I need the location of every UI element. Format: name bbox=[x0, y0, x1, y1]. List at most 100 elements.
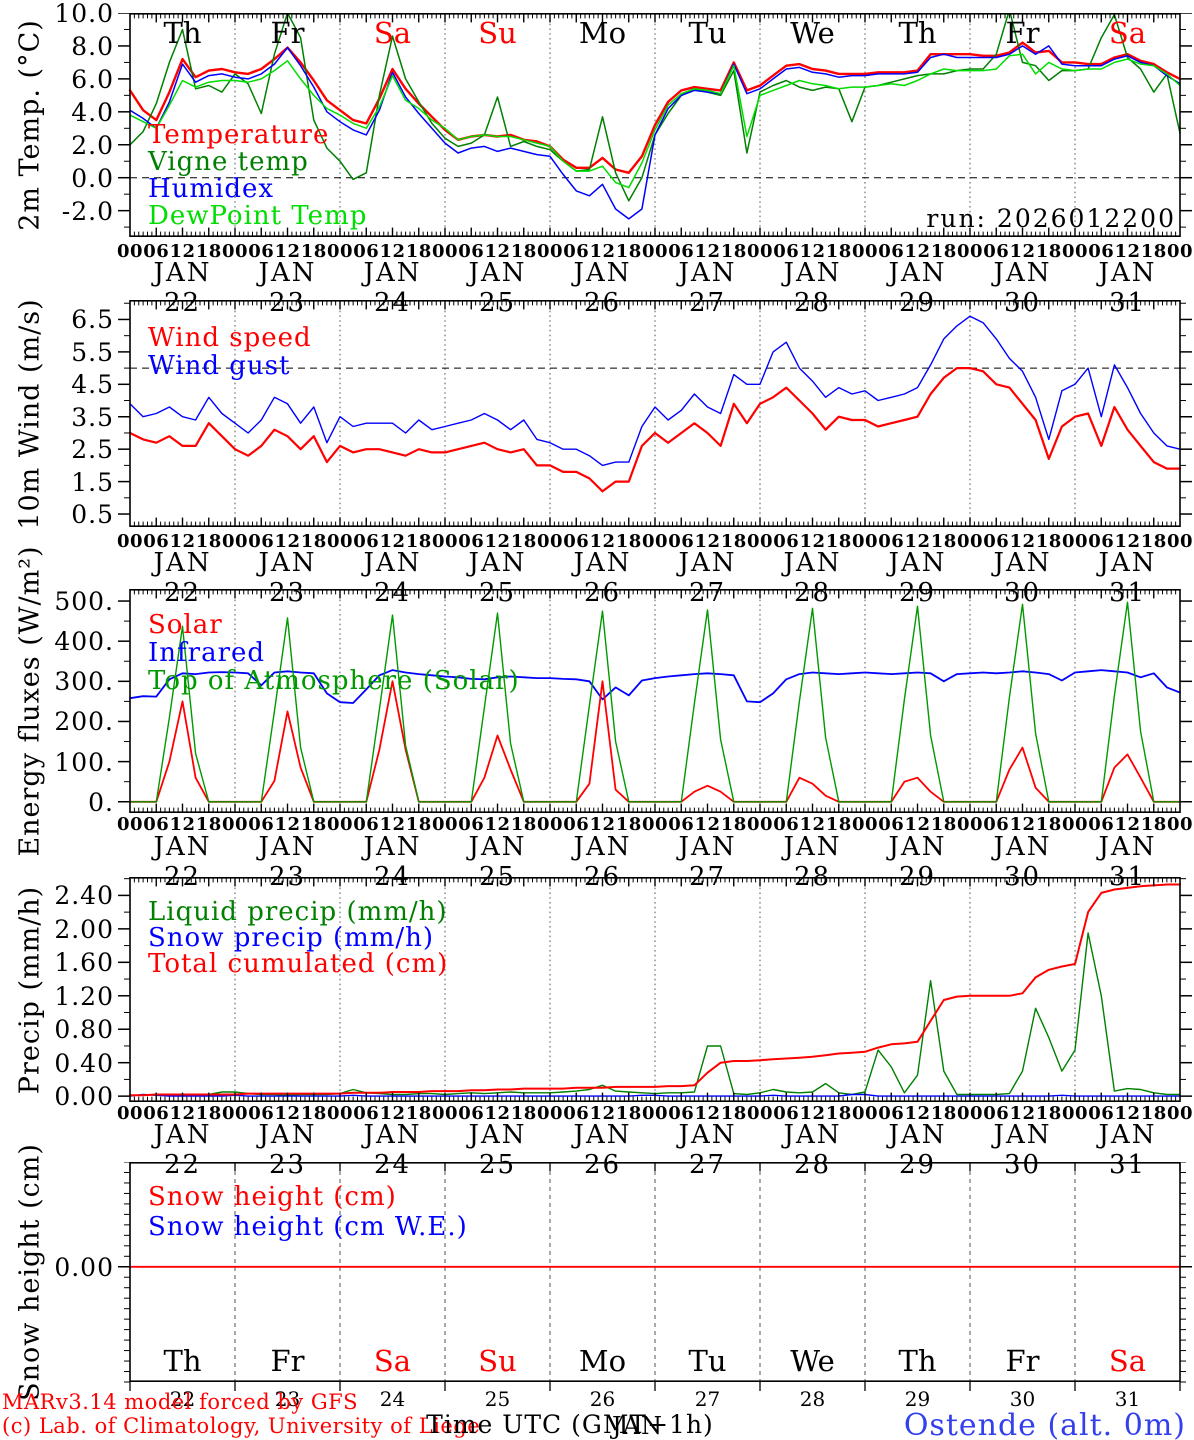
day-name-row-top: Th Fr Sa Su Mo Tu We Th Fr Sa bbox=[0, 16, 1194, 50]
hour-label: 06 bbox=[143, 1103, 170, 1124]
y-tick-label: 2.00 bbox=[54, 914, 114, 944]
hour-label: 12 bbox=[799, 1103, 826, 1124]
day-date-label: JAN 23 bbox=[258, 548, 317, 608]
day-date-label: JAN 28 bbox=[783, 832, 842, 892]
hour-label: 12 bbox=[274, 241, 301, 262]
hour-label: 06 bbox=[458, 531, 485, 552]
day-date-label: JAN 28 bbox=[783, 548, 842, 608]
hour-label: 18 bbox=[615, 1103, 642, 1124]
hour-label: 18 bbox=[1035, 531, 1062, 552]
hour-labels-row: 00 06 12 18 00 06 12 18 00 06 12 18 00 06 12 18 00 06 12 18… bbox=[0, 241, 1194, 263]
day-date-label: JAN 26 bbox=[573, 258, 632, 318]
hour-label: 06 bbox=[878, 531, 905, 552]
hour-label: 06 bbox=[248, 814, 275, 835]
y-tick-label: 4.0 bbox=[71, 97, 114, 127]
hour-label: 00 bbox=[851, 1103, 879, 1124]
hour-label: 12 bbox=[274, 814, 301, 835]
y-tick-label: 2.40 bbox=[54, 881, 114, 911]
hour-label: 12 bbox=[694, 241, 721, 262]
series-infrared bbox=[129, 669, 1181, 704]
legend-item-snow-height-cm-w-e: Snow height (cm W.E.) bbox=[148, 1212, 468, 1242]
hour-label: 12 bbox=[169, 531, 196, 552]
hour-label: 18 bbox=[720, 241, 747, 262]
day-date-label: JAN 31 bbox=[1098, 832, 1157, 892]
hour-label: 06 bbox=[353, 241, 380, 262]
legend-energy-fluxes: Solar Infrared Top of Atmosphere (Solar) bbox=[148, 611, 520, 695]
day-date-label: JAN 22 bbox=[153, 258, 212, 318]
hour-label: 12 bbox=[169, 1103, 196, 1124]
hour-label: 18 bbox=[825, 531, 852, 552]
y-tick-label: 0.40 bbox=[54, 1048, 114, 1078]
hour-label: 00 bbox=[746, 1103, 774, 1124]
y-tick-label: 0.00 bbox=[54, 1252, 114, 1282]
hour-label: 00 bbox=[536, 1103, 564, 1124]
date-label: 31 bbox=[1114, 1387, 1141, 1411]
day-date-label: JAN 24 bbox=[363, 548, 422, 608]
hour-label: 06 bbox=[248, 241, 275, 262]
hour-label: 00 bbox=[326, 241, 354, 262]
wind-panel-plot bbox=[118, 300, 1192, 527]
day-name-label: Sa bbox=[1108, 1344, 1147, 1378]
hour-label: 12 bbox=[379, 241, 406, 262]
legend-item-snow-height-cm: Snow height (cm) bbox=[148, 1182, 397, 1212]
date-labels-row: JAN 22 JAN 23 JAN 24 JAN 25 JAN 26 JAN 27 JAN … bbox=[0, 832, 1194, 892]
hour-label: 00 bbox=[746, 814, 774, 835]
hour-label: 00 bbox=[1166, 1103, 1194, 1124]
hour-label: 18 bbox=[195, 531, 222, 552]
hour-label: 12 bbox=[1009, 241, 1036, 262]
hour-label: 18 bbox=[1035, 241, 1062, 262]
date-label: 28 bbox=[799, 1387, 826, 1411]
legend-item-temperature: Temperature bbox=[148, 120, 330, 150]
legend-wind: Wind speed Wind gust bbox=[148, 324, 312, 380]
hour-label: 06 bbox=[983, 814, 1010, 835]
hour-label: 06 bbox=[668, 814, 695, 835]
hour-label: 12 bbox=[799, 814, 826, 835]
hour-label: 06 bbox=[248, 531, 275, 552]
hour-label: 18 bbox=[300, 1103, 327, 1124]
date-label: 24 bbox=[379, 1387, 406, 1411]
y-tick-label: 0.00 bbox=[54, 1082, 114, 1112]
series-total-cumulated-cm bbox=[129, 883, 1181, 1097]
hour-label: 06 bbox=[143, 814, 170, 835]
model-credit: MARv3.14 model forced by GFS bbox=[2, 1390, 359, 1414]
date-label: 30 bbox=[1009, 1387, 1036, 1411]
hour-label: 06 bbox=[983, 241, 1010, 262]
hour-label: 12 bbox=[589, 814, 616, 835]
date-label: 23 bbox=[274, 1387, 301, 1411]
day-date-label: JAN 30 bbox=[993, 548, 1052, 608]
hour-label: 18 bbox=[510, 241, 537, 262]
day-date-label: JAN 31 bbox=[1098, 548, 1157, 608]
day-date-label: JAN 29 bbox=[888, 548, 947, 608]
x-axis-title: Time UTC (GMT+1h) bbox=[426, 1410, 714, 1439]
y-tick-label: 200. bbox=[54, 707, 114, 737]
hour-label: 18 bbox=[1140, 814, 1167, 835]
lab-credit: (c) Lab. of Climatology, University of L… bbox=[2, 1414, 481, 1438]
day-date-label: JAN 24 bbox=[363, 1120, 422, 1180]
day-name-label: Su bbox=[478, 16, 517, 50]
hour-label: 18 bbox=[720, 531, 747, 552]
day-date-label: JAN 25 bbox=[468, 1120, 527, 1180]
legend-item-snow-precip-mm-h: Snow precip (mm/h) bbox=[148, 923, 435, 953]
date-label: 22 bbox=[169, 1387, 196, 1411]
legend-item-humidex: Humidex bbox=[148, 174, 275, 204]
hour-label: 06 bbox=[1088, 1103, 1115, 1124]
legend-item-top-of-atmosphere-solar: Top of Atmosphere (Solar) bbox=[148, 666, 520, 696]
hour-label: 00 bbox=[1061, 531, 1089, 552]
hour-label: 12 bbox=[169, 241, 196, 262]
hour-label: 18 bbox=[825, 241, 852, 262]
day-name-label: Tu bbox=[688, 16, 727, 50]
y-tick-label: 1.60 bbox=[54, 948, 114, 978]
hour-label: 06 bbox=[143, 241, 170, 262]
day-date-label: JAN 26 bbox=[573, 832, 632, 892]
date-label: 26 bbox=[589, 1387, 616, 1411]
hour-label: 00 bbox=[431, 1103, 459, 1124]
hour-label: 12 bbox=[484, 814, 511, 835]
day-date-label: JAN 23 bbox=[258, 1120, 317, 1180]
day-name-label: Sa bbox=[373, 16, 412, 50]
y-tick-label: 2.5 bbox=[71, 435, 114, 465]
hour-label: 12 bbox=[379, 814, 406, 835]
y-tick-label: 10.0 bbox=[54, 0, 114, 28]
hour-label: 12 bbox=[1009, 1103, 1036, 1124]
y-tick-label: 500. bbox=[54, 587, 114, 617]
